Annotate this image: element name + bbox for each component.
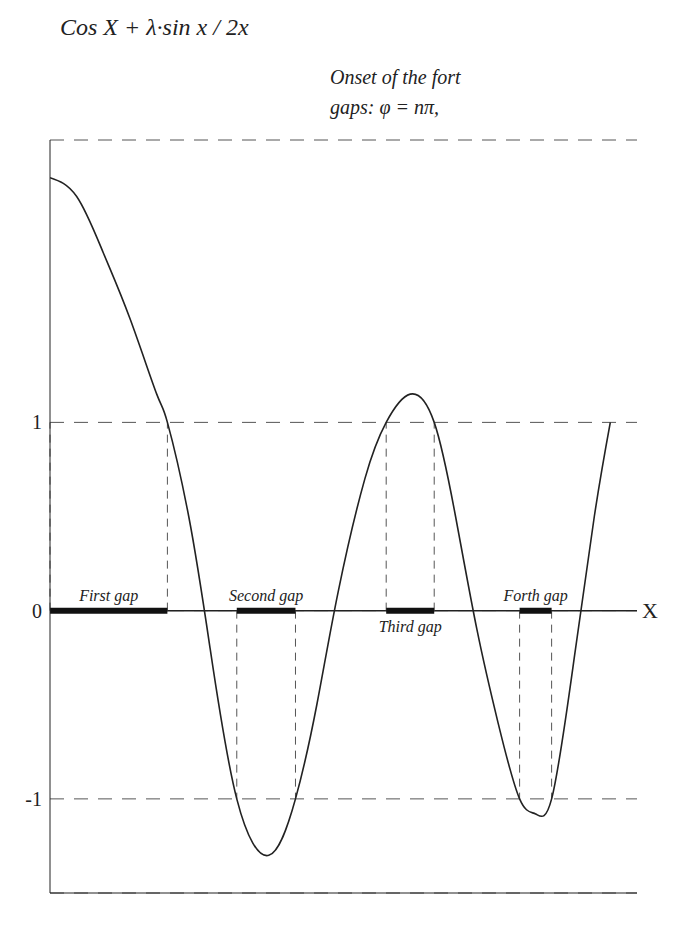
svg-text:Second gap: Second gap xyxy=(229,587,303,605)
html-text:Cos X + λ·sin x / 2x: Cos X + λ·sin x / 2x xyxy=(60,14,249,40)
svg-text:X: X xyxy=(642,598,658,623)
svg-text:First gap: First gap xyxy=(78,587,138,605)
html-text:gaps: φ = nπ,: gaps: φ = nπ, xyxy=(330,96,439,118)
svg-text:Third gap: Third gap xyxy=(379,618,442,636)
svg-text:Forth gap: Forth gap xyxy=(502,587,567,605)
html-text:Onset of the fort: Onset of the fort xyxy=(330,66,461,88)
svg-text:0: 0 xyxy=(32,600,42,622)
svg-text:-1: -1 xyxy=(25,788,42,810)
svg-text:1: 1 xyxy=(32,411,42,433)
